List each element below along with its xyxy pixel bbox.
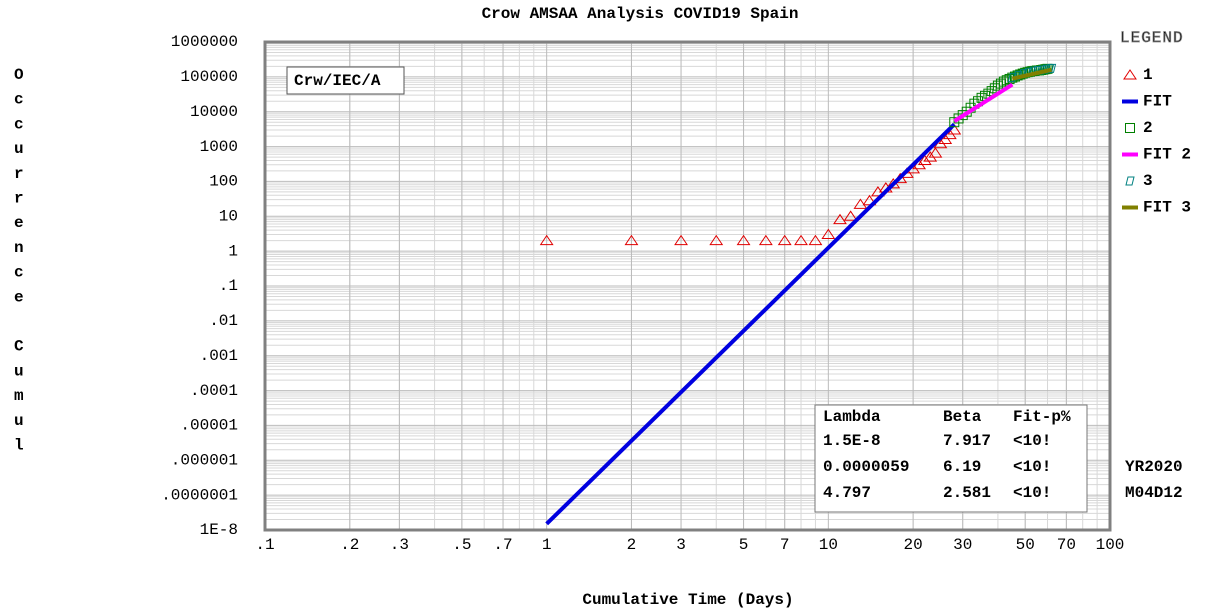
legend-swatch — [1125, 176, 1135, 186]
y-tick-label: 10000 — [190, 103, 238, 121]
triangle-marker — [843, 210, 858, 221]
x-tick-label: 70 — [1057, 536, 1076, 554]
triangle-marker — [808, 234, 823, 246]
y-tick-label: .1 — [219, 277, 238, 295]
x-tick-label: 10 — [819, 536, 838, 554]
legend-label: 3 — [1143, 172, 1153, 190]
x-tick-label: 2 — [627, 536, 637, 554]
triangle-marker — [709, 234, 724, 246]
triangle-marker — [794, 234, 808, 246]
x-tick-label: 1 — [542, 536, 552, 554]
y-tick-label: .000001 — [171, 452, 238, 470]
fit-line — [545, 122, 956, 526]
y-tick-label: 1 — [228, 242, 238, 260]
x-tick-label: 100 — [1096, 536, 1125, 554]
triangle-marker — [624, 234, 639, 246]
chart-title: Crow AMSAA Analysis COVID19 Spain — [482, 5, 799, 23]
x-tick-label: 20 — [904, 536, 923, 554]
triangle-marker — [821, 228, 836, 240]
x-tick-label: .2 — [340, 536, 359, 554]
x-tick-label: 50 — [1016, 536, 1035, 554]
legend-label: 2 — [1143, 119, 1153, 137]
annotation: Crw/IEC/A — [294, 72, 381, 90]
annotation-box — [286, 66, 405, 95]
y-tick-label: .0000001 — [161, 486, 238, 504]
triangle-marker — [928, 147, 943, 158]
stats-cell: <10! — [1013, 458, 1051, 476]
triangle-marker — [777, 234, 792, 246]
x-tick-label: .3 — [390, 536, 409, 554]
stats-cell: <10! — [1013, 432, 1051, 450]
x-tick-label: 30 — [953, 536, 972, 554]
x-axis-label: Cumulative Time (Days) — [582, 591, 793, 609]
legend-label: 1 — [1143, 66, 1153, 84]
legend-swatch — [1123, 69, 1137, 80]
triangle-marker — [674, 234, 688, 246]
triangle-marker — [917, 154, 932, 165]
triangle-marker — [923, 151, 938, 162]
plot-frame — [263, 40, 1112, 532]
stats-cell: 2.581 — [943, 484, 991, 502]
y-tick-label: .01 — [209, 312, 238, 330]
legend-label: FIT 3 — [1143, 199, 1191, 217]
y-tick-label: 100000 — [180, 68, 238, 86]
x-tick-label: 3 — [676, 536, 686, 554]
triangle-marker — [833, 213, 847, 225]
stats-box — [814, 404, 1088, 513]
fit-line — [1011, 67, 1052, 81]
y-tick-label: 1000 — [200, 138, 238, 156]
date-label: YR2020 — [1125, 458, 1183, 476]
y-tick-label: 1E-8 — [200, 521, 238, 539]
x-tick-label: 7 — [780, 536, 790, 554]
legend-label: FIT 2 — [1143, 146, 1191, 164]
x-tick-label: .7 — [493, 536, 512, 554]
stats-header: Fit-p% — [1013, 408, 1071, 426]
x-tick-label: .5 — [452, 536, 471, 554]
stats-header: Lambda — [823, 408, 881, 426]
y-tick-label: 10 — [219, 208, 238, 226]
stats-cell: <10! — [1013, 484, 1051, 502]
y-tick-label: .001 — [200, 347, 238, 365]
triangle-marker — [539, 234, 554, 246]
triangle-marker — [736, 234, 751, 246]
stats-header: Beta — [943, 408, 982, 426]
triangle-marker — [870, 186, 885, 197]
date-label: M04D12 — [1125, 484, 1183, 502]
triangle-marker — [758, 234, 773, 246]
x-tick-label: 5 — [739, 536, 749, 554]
legend-swatch — [1125, 123, 1135, 133]
square-marker — [1001, 75, 1012, 86]
stats-cell: 1.5E-8 — [823, 432, 881, 450]
stats-cell: 7.917 — [943, 432, 991, 450]
legend-title: LEGEND — [1120, 29, 1184, 47]
legend-label: FIT — [1143, 93, 1172, 111]
stats-cell: 6.19 — [943, 458, 981, 476]
y-tick-label: .00001 — [180, 417, 238, 435]
y-tick-label: 1000000 — [171, 33, 238, 51]
triangle-marker — [853, 198, 868, 209]
fit-line — [953, 82, 1014, 123]
y-tick-label: .0001 — [190, 382, 238, 400]
stats-cell: 0.0000059 — [823, 458, 909, 476]
stats-cell: 4.797 — [823, 484, 871, 502]
y-tick-label: 100 — [209, 173, 238, 191]
x-tick-label: .1 — [255, 536, 274, 554]
